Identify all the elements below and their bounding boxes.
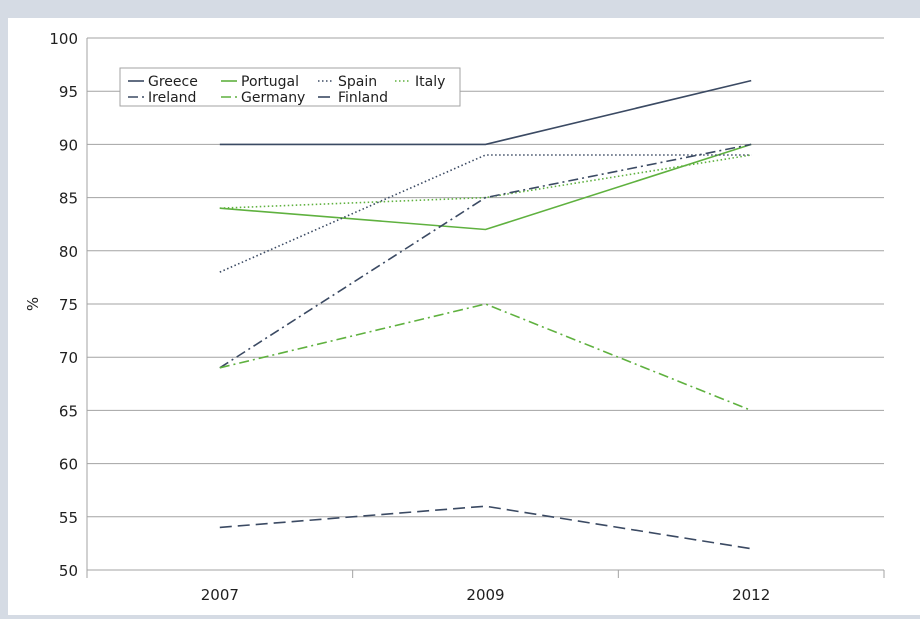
y-tick-label: 75 xyxy=(59,296,78,314)
grid-lines xyxy=(87,37,884,571)
legend: Greece Portugal Spain Italy Ireland Germany Fi… xyxy=(119,67,461,107)
line-chart: 50 55 60 65 70 75 80 85 90 95 100 2007 2009 2012 Gree… xyxy=(24,30,885,604)
y-tick-label: 60 xyxy=(59,456,78,474)
legend-label: Finland xyxy=(338,90,388,106)
series-line-finland xyxy=(219,505,752,550)
legend-label: Ireland xyxy=(148,90,196,106)
y-tick-label: 70 xyxy=(59,349,78,367)
y-tick-label: 65 xyxy=(59,402,78,420)
y-tick-label: 95 xyxy=(59,83,78,101)
series-line-greece xyxy=(219,79,752,146)
legend-label: Italy xyxy=(415,74,445,90)
series-line-ireland xyxy=(219,143,752,369)
series-line-germany xyxy=(219,303,752,412)
chart-frame: 50 55 60 65 70 75 80 85 90 95 100 2007 2009 2012 Gree… xyxy=(8,18,920,615)
y-tick-label: 100 xyxy=(49,30,78,48)
legend-box xyxy=(119,67,461,107)
axes: 50 55 60 65 70 75 80 85 90 95 100 2007 2009 2012 xyxy=(49,30,885,604)
legend-label: Greece xyxy=(148,74,198,90)
y-axis-label: % xyxy=(24,297,42,311)
legend-label: Portugal xyxy=(241,74,299,90)
legend-label: Germany xyxy=(241,90,305,106)
series-line-portugal xyxy=(219,143,752,231)
series-line-spain xyxy=(219,154,752,273)
legend-label: Spain xyxy=(338,74,377,90)
y-tick-label: 90 xyxy=(59,136,78,154)
x-tick-label: 2009 xyxy=(466,586,504,604)
series-line-italy xyxy=(219,154,752,209)
x-tick-label: 2012 xyxy=(732,586,770,604)
y-tick-label: 55 xyxy=(59,509,78,527)
y-tick-label: 85 xyxy=(59,190,78,208)
y-tick-label: 50 xyxy=(59,562,78,580)
series-lines xyxy=(219,79,752,550)
x-tick-label: 2007 xyxy=(201,586,239,604)
y-tick-label: 80 xyxy=(59,243,78,261)
